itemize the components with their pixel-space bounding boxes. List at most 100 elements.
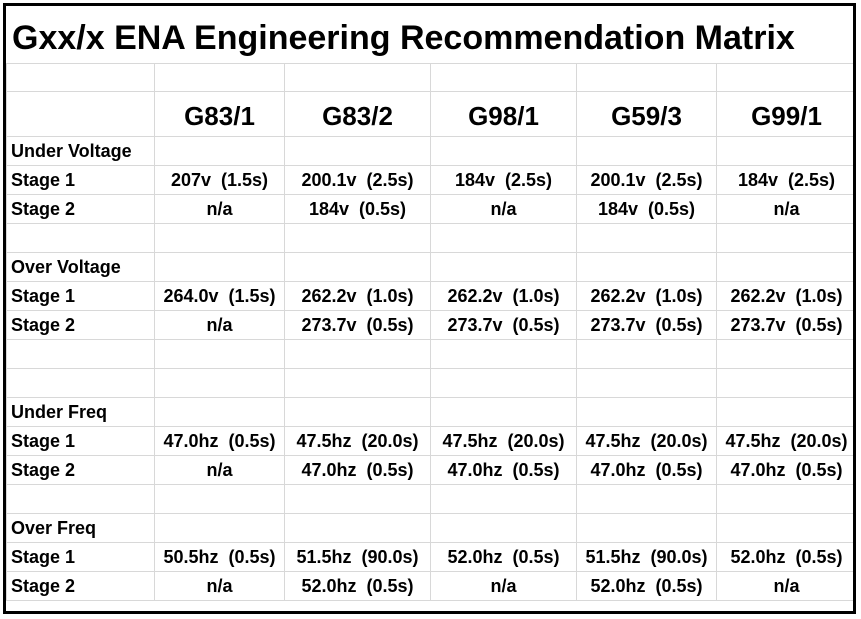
cell[interactable] bbox=[716, 339, 853, 369]
cell[interactable] bbox=[154, 223, 285, 253]
cell[interactable] bbox=[430, 397, 577, 427]
value-cell[interactable]: 200.1v (2.5s) bbox=[284, 165, 431, 195]
value-cell[interactable]: n/a bbox=[716, 194, 853, 224]
cell[interactable] bbox=[576, 368, 717, 398]
value-cell[interactable]: 47.5hz (20.0s) bbox=[576, 426, 717, 456]
cell[interactable] bbox=[716, 252, 853, 282]
value-cell[interactable]: 50.5hz (0.5s) bbox=[154, 542, 285, 572]
cell[interactable] bbox=[284, 397, 431, 427]
section-label[interactable]: Over Voltage bbox=[6, 252, 155, 282]
value-cell[interactable]: 52.0hz (0.5s) bbox=[430, 542, 577, 572]
value-cell[interactable]: n/a bbox=[154, 310, 285, 340]
cell[interactable] bbox=[576, 136, 717, 166]
column-header-g83-2[interactable]: G83/2 bbox=[284, 91, 431, 137]
cell[interactable] bbox=[284, 223, 431, 253]
cell[interactable] bbox=[284, 484, 431, 514]
value-cell[interactable]: n/a bbox=[716, 571, 853, 601]
cell[interactable] bbox=[430, 368, 577, 398]
cell[interactable] bbox=[154, 513, 285, 543]
row-label[interactable]: Stage 2 bbox=[6, 571, 155, 601]
row-label[interactable]: Stage 2 bbox=[6, 455, 155, 485]
cell[interactable] bbox=[430, 252, 577, 282]
value-cell[interactable]: 200.1v (2.5s) bbox=[576, 165, 717, 195]
value-cell[interactable]: 52.0hz (0.5s) bbox=[576, 571, 717, 601]
cell[interactable] bbox=[6, 63, 155, 92]
cell[interactable] bbox=[576, 339, 717, 369]
row-label[interactable]: Stage 1 bbox=[6, 281, 155, 311]
cell[interactable] bbox=[430, 63, 577, 92]
cell[interactable] bbox=[154, 368, 285, 398]
row-label[interactable]: Stage 1 bbox=[6, 165, 155, 195]
value-cell[interactable]: 273.7v (0.5s) bbox=[576, 310, 717, 340]
value-cell[interactable]: n/a bbox=[154, 571, 285, 601]
cell[interactable] bbox=[576, 63, 717, 92]
value-cell[interactable]: 184v (0.5s) bbox=[576, 194, 717, 224]
value-cell[interactable]: n/a bbox=[154, 194, 285, 224]
cell[interactable] bbox=[6, 339, 155, 369]
cell[interactable] bbox=[430, 223, 577, 253]
column-header-g83-1[interactable]: G83/1 bbox=[154, 91, 285, 137]
value-cell[interactable]: n/a bbox=[154, 455, 285, 485]
value-cell[interactable]: 47.0hz (0.5s) bbox=[576, 455, 717, 485]
column-header-g99-1[interactable]: G99/1 bbox=[716, 91, 853, 137]
value-cell[interactable]: 184v (0.5s) bbox=[284, 194, 431, 224]
cell[interactable] bbox=[576, 223, 717, 253]
value-cell[interactable]: 184v (2.5s) bbox=[716, 165, 853, 195]
row-label[interactable]: Stage 2 bbox=[6, 194, 155, 224]
section-label[interactable]: Over Freq bbox=[6, 513, 155, 543]
section-label[interactable]: Under Freq bbox=[6, 397, 155, 427]
row-label[interactable]: Stage 1 bbox=[6, 426, 155, 456]
value-cell[interactable]: 262.2v (1.0s) bbox=[716, 281, 853, 311]
value-cell[interactable]: n/a bbox=[430, 571, 577, 601]
value-cell[interactable]: 184v (2.5s) bbox=[430, 165, 577, 195]
value-cell[interactable]: 47.0hz (0.5s) bbox=[154, 426, 285, 456]
cell[interactable] bbox=[576, 397, 717, 427]
value-cell[interactable]: 51.5hz (90.0s) bbox=[284, 542, 431, 572]
cell[interactable] bbox=[284, 63, 431, 92]
value-cell[interactable]: 47.5hz (20.0s) bbox=[716, 426, 853, 456]
value-cell[interactable]: 47.5hz (20.0s) bbox=[284, 426, 431, 456]
cell[interactable] bbox=[430, 513, 577, 543]
cell[interactable] bbox=[154, 136, 285, 166]
cell[interactable] bbox=[154, 397, 285, 427]
cell[interactable] bbox=[6, 484, 155, 514]
cell[interactable] bbox=[154, 63, 285, 92]
cell[interactable] bbox=[716, 136, 853, 166]
value-cell[interactable]: 47.0hz (0.5s) bbox=[716, 455, 853, 485]
cell[interactable] bbox=[6, 91, 155, 137]
value-cell[interactable]: 52.0hz (0.5s) bbox=[716, 542, 853, 572]
cell[interactable] bbox=[716, 513, 853, 543]
row-label[interactable]: Stage 1 bbox=[6, 542, 155, 572]
value-cell[interactable]: 262.2v (1.0s) bbox=[576, 281, 717, 311]
cell[interactable] bbox=[154, 252, 285, 282]
value-cell[interactable]: 47.0hz (0.5s) bbox=[284, 455, 431, 485]
cell[interactable] bbox=[284, 368, 431, 398]
sheet-title[interactable]: Gxx/x ENA Engineering Recommendation Mat… bbox=[12, 19, 795, 57]
cell[interactable] bbox=[716, 63, 853, 92]
value-cell[interactable]: 47.5hz (20.0s) bbox=[430, 426, 577, 456]
cell[interactable] bbox=[284, 339, 431, 369]
cell[interactable] bbox=[576, 484, 717, 514]
cell[interactable] bbox=[284, 513, 431, 543]
value-cell[interactable]: 273.7v (0.5s) bbox=[430, 310, 577, 340]
column-header-g59-3[interactable]: G59/3 bbox=[576, 91, 717, 137]
cell[interactable] bbox=[284, 252, 431, 282]
value-cell[interactable]: 262.2v (1.0s) bbox=[430, 281, 577, 311]
value-cell[interactable]: 262.2v (1.0s) bbox=[284, 281, 431, 311]
cell[interactable] bbox=[716, 223, 853, 253]
cell[interactable] bbox=[430, 484, 577, 514]
value-cell[interactable]: 273.7v (0.5s) bbox=[284, 310, 431, 340]
value-cell[interactable]: 52.0hz (0.5s) bbox=[284, 571, 431, 601]
value-cell[interactable]: 47.0hz (0.5s) bbox=[430, 455, 577, 485]
value-cell[interactable]: 273.7v (0.5s) bbox=[716, 310, 853, 340]
cell[interactable] bbox=[6, 223, 155, 253]
row-label[interactable]: Stage 2 bbox=[6, 310, 155, 340]
cell[interactable] bbox=[154, 339, 285, 369]
column-header-g98-1[interactable]: G98/1 bbox=[430, 91, 577, 137]
cell[interactable] bbox=[430, 136, 577, 166]
cell[interactable] bbox=[154, 484, 285, 514]
cell[interactable] bbox=[576, 252, 717, 282]
value-cell[interactable]: n/a bbox=[430, 194, 577, 224]
cell[interactable] bbox=[284, 136, 431, 166]
cell[interactable] bbox=[6, 368, 155, 398]
